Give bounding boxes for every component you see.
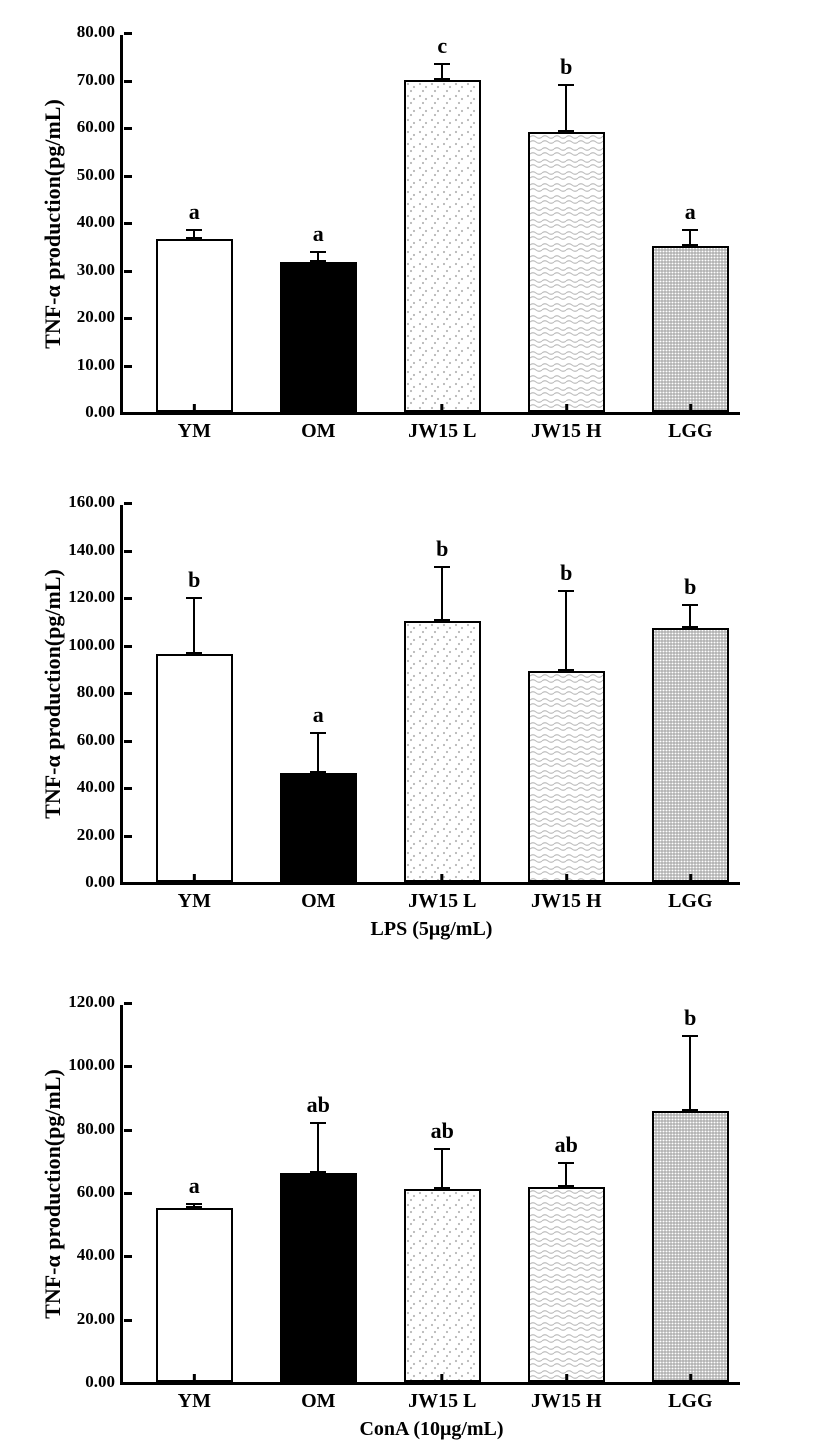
- x-tick-label: JW15 L: [408, 412, 476, 443]
- x-tick-label: OM: [301, 412, 335, 443]
- y-tick-label: 140.00: [68, 540, 123, 560]
- plot-area: 0.0020.0040.0060.0080.00100.00120.00140.…: [120, 505, 740, 885]
- bar-om: [280, 773, 357, 882]
- bar-jw15-h: [528, 132, 605, 412]
- panel-B: 0.0020.0040.0060.0080.00100.00120.00140.…: [50, 505, 790, 885]
- y-axis-label: TNF-α production(pg/mL): [40, 569, 66, 819]
- significance-label: b: [684, 574, 696, 600]
- error-bar: [441, 1148, 443, 1189]
- y-tick-label: 60.00: [77, 117, 123, 137]
- y-tick-label: 20.00: [77, 825, 123, 845]
- y-tick-label: 100.00: [68, 635, 123, 655]
- y-tick-label: 30.00: [77, 260, 123, 280]
- bar-jw15-h: [528, 671, 605, 882]
- error-bar: [317, 732, 319, 772]
- significance-label: a: [313, 221, 324, 247]
- significance-label: ab: [307, 1092, 330, 1118]
- y-tick-label: 40.00: [77, 777, 123, 797]
- error-bar: [565, 84, 567, 132]
- bar-ym: [156, 654, 233, 882]
- significance-label: a: [189, 1173, 200, 1199]
- significance-label: b: [436, 536, 448, 562]
- bar-jw15-h: [528, 1187, 605, 1382]
- y-tick-label: 40.00: [77, 1245, 123, 1265]
- significance-label: b: [684, 1005, 696, 1031]
- significance-label: a: [313, 702, 324, 728]
- y-tick-label: 80.00: [77, 1119, 123, 1139]
- x-tick-label: YM: [178, 1382, 211, 1413]
- x-tick-label: OM: [301, 882, 335, 913]
- y-tick-label: 50.00: [77, 165, 123, 185]
- error-bar: [193, 229, 195, 239]
- bar-jw15-l: [404, 80, 481, 413]
- bar-ym: [156, 1208, 233, 1382]
- error-bar: [193, 1203, 195, 1208]
- plot-area: 0.0020.0040.0060.0080.00100.00120.00TNF-…: [120, 1005, 740, 1385]
- significance-label: c: [437, 33, 447, 59]
- bar-om: [280, 1173, 357, 1382]
- panel-sublabel: ConA (10μg/mL): [359, 1382, 503, 1441]
- y-tick-label: 20.00: [77, 307, 123, 327]
- y-tick-label: 80.00: [77, 682, 123, 702]
- y-tick-label: 0.00: [85, 1372, 123, 1392]
- y-tick-label: 10.00: [77, 355, 123, 375]
- significance-label: a: [685, 199, 696, 225]
- significance-label: b: [560, 560, 572, 586]
- bar-lgg: [652, 628, 729, 882]
- bar-lgg: [652, 1111, 729, 1382]
- y-tick-label: 20.00: [77, 1309, 123, 1329]
- y-tick-label: 160.00: [68, 492, 123, 512]
- significance-label: ab: [555, 1132, 578, 1158]
- error-bar: [689, 1035, 691, 1111]
- y-axis-label: TNF-α production(pg/mL): [40, 99, 66, 349]
- y-axis-label: TNF-α production(pg/mL): [40, 1069, 66, 1319]
- y-tick-label: 70.00: [77, 70, 123, 90]
- bar-om: [280, 262, 357, 412]
- y-tick-label: 0.00: [85, 402, 123, 422]
- x-tick-label: LGG: [668, 882, 712, 913]
- y-tick-label: 0.00: [85, 872, 123, 892]
- x-tick-label: JW15 H: [531, 882, 602, 913]
- panel-sublabel: LPS (5μg/mL): [371, 882, 493, 941]
- x-tick-label: JW15 H: [531, 1382, 602, 1413]
- significance-label: b: [188, 567, 200, 593]
- error-bar: [441, 566, 443, 621]
- significance-label: b: [560, 54, 572, 80]
- x-tick-label: LGG: [668, 1382, 712, 1413]
- y-tick-label: 100.00: [68, 1055, 123, 1075]
- error-bar: [441, 63, 443, 80]
- error-bar: [317, 1122, 319, 1173]
- y-tick-label: 80.00: [77, 22, 123, 42]
- error-bar: [565, 1162, 567, 1187]
- panel-A: 0.0010.0020.0030.0040.0050.0060.0070.008…: [50, 35, 790, 415]
- bar-ym: [156, 239, 233, 412]
- error-bar: [193, 597, 195, 654]
- x-tick-label: OM: [301, 1382, 335, 1413]
- significance-label: a: [189, 199, 200, 225]
- bar-jw15-l: [404, 621, 481, 882]
- error-bar: [689, 229, 691, 246]
- error-bar: [689, 604, 691, 628]
- x-tick-label: JW15 H: [531, 412, 602, 443]
- x-tick-label: YM: [178, 882, 211, 913]
- x-tick-label: YM: [178, 412, 211, 443]
- bar-lgg: [652, 246, 729, 412]
- panel-C: 0.0020.0040.0060.0080.00100.00120.00TNF-…: [50, 1005, 790, 1385]
- y-tick-label: 120.00: [68, 587, 123, 607]
- figure: 0.00 10.00 20.00 30.00 40.00 50.00 60.00 70.00 8…: [0, 0, 827, 1451]
- significance-label: ab: [431, 1118, 454, 1144]
- x-tick-label: LGG: [668, 412, 712, 443]
- y-tick-label: 60.00: [77, 1182, 123, 1202]
- error-bar: [317, 251, 319, 263]
- error-bar: [565, 590, 567, 671]
- y-tick-label: 120.00: [68, 992, 123, 1012]
- plot-area: 0.0010.0020.0030.0040.0050.0060.0070.008…: [120, 35, 740, 415]
- y-tick-label: 60.00: [77, 730, 123, 750]
- y-tick-label: 40.00: [77, 212, 123, 232]
- bar-jw15-l: [404, 1189, 481, 1382]
